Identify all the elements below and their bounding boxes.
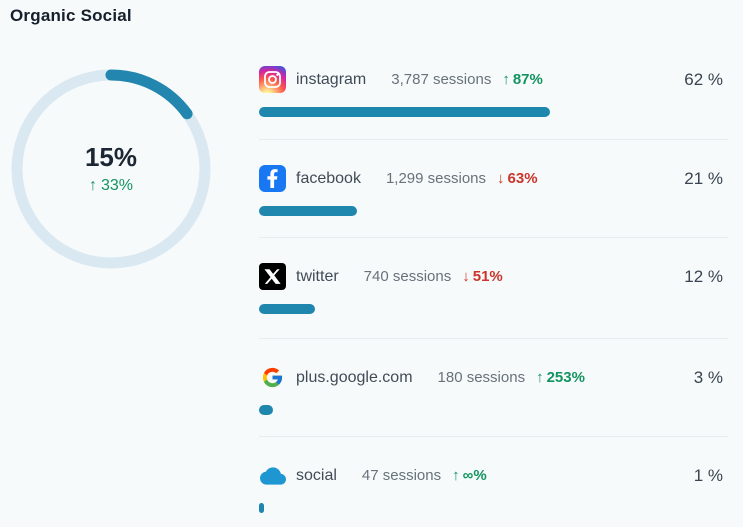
source-label: plus.google.com [296, 368, 413, 386]
trend-indicator: ↑ ∞% [452, 467, 487, 484]
source-label: twitter [296, 267, 339, 285]
trend-value: 51% [472, 268, 503, 285]
donut-svg [11, 69, 211, 269]
sessions-bar [259, 107, 550, 117]
sessions-count: 3,787 sessions [391, 71, 492, 88]
source-row-instagram[interactable]: instagram 3,787 sessions ↑ 87% 62 % [259, 41, 728, 140]
source-label: facebook [296, 169, 361, 187]
trend-down-arrow-icon: ↓ [462, 268, 470, 285]
source-row-twitter[interactable]: twitter 740 sessions ↓ 51% 12 % [259, 238, 728, 339]
source-label: instagram [296, 70, 367, 88]
trend-indicator: ↑ 253% [536, 369, 585, 386]
sessions-count: 180 sessions [437, 369, 526, 386]
share-percent: 62 % [684, 69, 723, 89]
sessions-bar [259, 503, 264, 513]
trend-indicator: ↑ 87% [502, 71, 543, 88]
donut-chart: 15% ↑ 33% [11, 69, 211, 269]
trend-down-arrow-icon: ↓ [497, 170, 505, 187]
sessions-bar [259, 405, 274, 415]
share-percent: 3 % [693, 367, 723, 387]
trend-value: 87% [512, 71, 543, 88]
trend-indicator: ↓ 63% [497, 170, 538, 187]
twitter-x-icon [259, 263, 286, 290]
donut-arc [11, 69, 211, 269]
facebook-icon [259, 165, 286, 192]
source-row-social[interactable]: social 47 sessions ↑ ∞% 1 % [259, 437, 728, 527]
source-list: instagram 3,787 sessions ↑ 87% 62 % faceb… [259, 41, 728, 527]
share-percent: 1 % [693, 465, 723, 485]
sessions-bar [259, 304, 316, 314]
trend-indicator: ↓ 51% [462, 268, 503, 285]
widget-title: Organic Social [10, 6, 132, 25]
trend-value: 253% [546, 369, 585, 386]
source-label: social [296, 466, 337, 484]
trend-value: 63% [507, 170, 538, 187]
trend-up-arrow-icon: ↑ [452, 467, 460, 484]
trend-value: ∞% [462, 467, 487, 484]
sessions-bar [259, 206, 358, 216]
source-row-facebook[interactable]: facebook 1,299 sessions ↓ 63% 21 % [259, 140, 728, 238]
google-g-icon [259, 364, 286, 391]
sessions-count: 740 sessions [363, 268, 452, 285]
source-row-google-plus[interactable]: plus.google.com 180 sessions ↑ 253% 3 % [259, 339, 728, 437]
trend-up-arrow-icon: ↑ [536, 369, 544, 386]
trend-up-arrow-icon: ↑ [502, 71, 510, 88]
share-percent: 12 % [684, 266, 723, 286]
sessions-count: 1,299 sessions [385, 170, 487, 187]
social-cloud-icon [259, 462, 286, 489]
instagram-icon [259, 66, 286, 93]
share-percent: 21 % [684, 168, 723, 188]
sessions-count: 47 sessions [361, 467, 442, 484]
